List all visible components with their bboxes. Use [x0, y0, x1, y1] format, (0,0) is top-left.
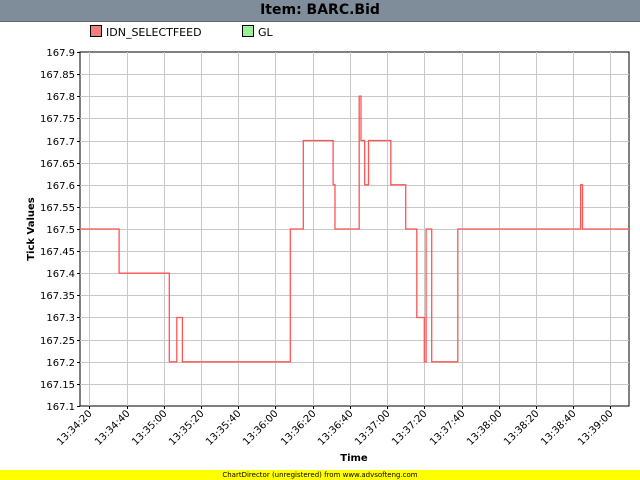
y-tick-label: 167.45: [40, 247, 75, 258]
x-tick-label: 13:38:00: [465, 408, 505, 448]
series-line-idn-selectfeed: [80, 95, 629, 363]
x-tick-label: 13:39:00: [576, 408, 616, 448]
x-tick-label: 13:37:40: [428, 408, 468, 448]
y-tick-label: 167.7: [46, 137, 75, 148]
legend-label: GL: [258, 26, 273, 39]
y-tick-label: 167.6: [46, 181, 75, 192]
y-axis-title: Tick Values: [26, 197, 37, 261]
legend-item-idn-selectfeed: IDN_SELECTFEED: [90, 25, 202, 39]
x-tick-label: 13:35:00: [130, 408, 170, 448]
x-tick-label: 13:35:20: [167, 408, 207, 448]
x-tick-label: 13:34:40: [93, 408, 133, 448]
x-tick-label: 13:36:00: [241, 408, 281, 448]
chart-plot: 167.1 167.15 167.2 167.25 167.3 167.35 167.4 16…: [26, 48, 630, 464]
y-tick-label: 167.4: [46, 269, 75, 280]
x-tick-label: 13:38:40: [539, 408, 579, 448]
x-tick-label: 13:37:00: [353, 408, 393, 448]
y-axis: 167.1 167.15 167.2 167.25 167.3 167.35 167.4 16…: [40, 48, 80, 413]
y-tick-label: 167.5: [46, 225, 75, 236]
x-tick-label: 13:36:40: [316, 408, 356, 448]
y-tick-label: 167.75: [40, 114, 75, 125]
y-tick-label: 167.25: [40, 336, 75, 347]
y-tick-label: 167.1: [46, 402, 75, 413]
x-tick-label: 13:38:20: [502, 408, 542, 448]
legend-label: IDN_SELECTFEED: [106, 26, 202, 39]
x-tick-label: 13:36:20: [279, 408, 319, 448]
legend-item-gl: GL: [242, 25, 273, 39]
legend-swatch-idn-selectfeed: [90, 25, 102, 37]
legend-swatch-gl: [242, 25, 254, 37]
title-bar: Item: BARC.Bid: [0, 0, 640, 22]
x-tick-label: 13:35:40: [204, 408, 244, 448]
y-tick-label: 167.9: [46, 48, 75, 59]
y-tick-label: 167.85: [40, 70, 75, 81]
y-tick-label: 167.65: [40, 159, 75, 170]
x-tick-label: 13:37:20: [390, 408, 430, 448]
x-axis-title: Time: [340, 453, 368, 464]
y-tick-label: 167.35: [40, 291, 75, 302]
series-layer: [80, 95, 629, 363]
y-tick-label: 167.3: [46, 313, 75, 324]
x-axis: 13:34:2013:34:4013:35:0013:35:2013:35:40…: [55, 406, 616, 448]
y-tick-label: 167.15: [40, 380, 75, 391]
y-tick-label: 167.8: [46, 92, 75, 103]
y-tick-label: 167.2: [46, 358, 75, 369]
x-tick-label: 13:34:20: [55, 408, 95, 448]
y-tick-label: 167.55: [40, 203, 75, 214]
chart-title: Item: BARC.Bid: [260, 2, 380, 18]
footer: ChartDirector (unregistered) from www.ad…: [0, 470, 640, 480]
